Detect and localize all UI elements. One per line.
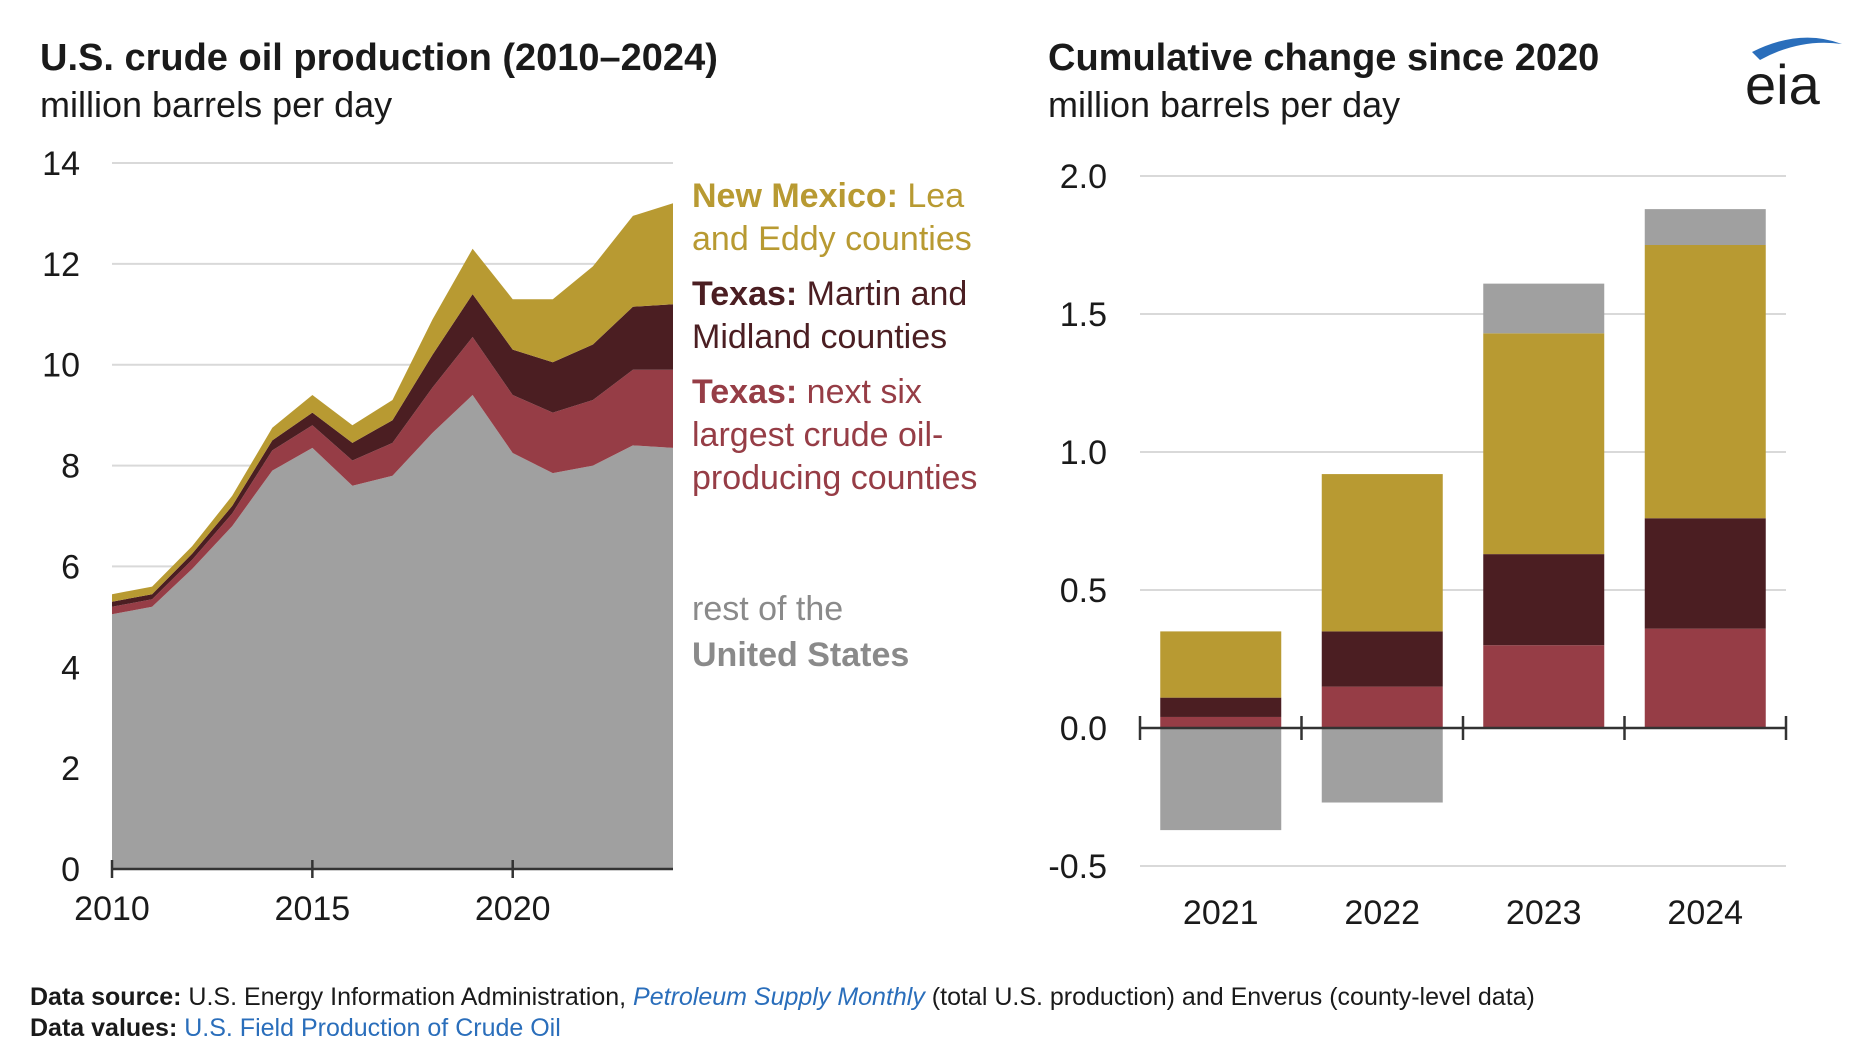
footer-source: Data source: U.S. Energy Information Adm… (30, 983, 1535, 1012)
legend-line: producing counties (692, 459, 977, 497)
bar-2024-lea-eddy (1644, 245, 1766, 519)
source-text-2: (total U.S. production) and Enverus (cou… (924, 983, 1535, 1011)
values-label: Data values: (30, 1014, 178, 1042)
petroleum-supply-monthly-link[interactable]: Petroleum Supply Monthly (633, 983, 925, 1011)
left-x-axis: 2010 2015 2020 (74, 860, 673, 928)
bar-2022-martin-midland (1321, 631, 1443, 687)
field-production-link[interactable]: U.S. Field Production of Crude Oil (177, 1014, 561, 1042)
legend-bold-label: Texas: (692, 373, 797, 411)
legend-label-text: next six (797, 373, 922, 411)
legend-line-bold: United States (692, 636, 909, 674)
left-x-tick-label: 2015 (275, 890, 351, 928)
legend-line: Texas: next six (692, 373, 922, 411)
area-rest (112, 395, 673, 869)
right-x-axis: 2021 2022 2023 2024 (1138, 716, 1788, 932)
bar-2024-rest (1644, 209, 1766, 245)
bar-2021-martin-midland (1160, 697, 1282, 717)
eia-logo: eia (1745, 37, 1842, 116)
right-y-tick-label: -0.5 (1048, 848, 1107, 886)
left-chart-title: U.S. crude oil production (2010–2024) (40, 37, 718, 79)
right-y-tick-label: 2.0 (1060, 158, 1107, 196)
bar-2023-next-six (1483, 645, 1605, 728)
right-y-tick-label: 0.5 (1060, 572, 1107, 610)
bar-2021-rest (1160, 728, 1282, 831)
legend: New Mexico: Lea and Eddy counties Texas: M… (692, 177, 977, 674)
right-y-tick-label: 0.0 (1060, 710, 1107, 748)
footer-values: Data values: U.S. Field Production of Cr… (30, 1014, 561, 1043)
legend-label-text: Martin and (797, 275, 967, 313)
left-y-tick-label: 8 (61, 448, 80, 486)
left-y-tick-label: 2 (61, 750, 80, 788)
source-text-1: U.S. Energy Information Administration, (181, 983, 634, 1011)
bar-2024-next-six (1644, 628, 1766, 728)
bar-2023-martin-midland (1483, 554, 1605, 646)
left-stacked-areas (112, 203, 673, 869)
legend-bold-label: Texas: (692, 275, 797, 313)
right-x-tick-label: 2024 (1667, 894, 1743, 932)
legend-line: New Mexico: Lea (692, 177, 964, 215)
bar-2021-next-six (1160, 716, 1282, 728)
right-y-tick-label: 1.0 (1060, 434, 1107, 472)
right-x-tick-label: 2022 (1344, 894, 1420, 932)
right-y-axis-ticks: -0.5 0.0 0.5 1.0 1.5 2.0 (1048, 158, 1107, 886)
left-y-tick-label: 4 (61, 649, 80, 687)
legend-line: and Eddy counties (692, 220, 972, 258)
bar-2023-lea-eddy (1483, 333, 1605, 555)
left-y-axis-ticks: 0 2 4 6 8 10 12 14 (42, 145, 80, 889)
eia-logo-text: eia (1745, 53, 1821, 116)
bar-2022-next-six (1321, 686, 1443, 728)
legend-line: largest crude oil- (692, 416, 943, 454)
legend-label-text: Lea (898, 177, 964, 215)
legend-line: rest of the (692, 590, 843, 628)
bar-2023-rest (1483, 283, 1605, 334)
area-next-six (112, 337, 673, 615)
legend-line: Midland counties (692, 318, 947, 356)
right-chart-title: Cumulative change since 2020 (1048, 37, 1599, 79)
left-y-tick-label: 10 (42, 347, 80, 385)
area-martin-midland (112, 294, 673, 607)
bar-2021-lea-eddy (1160, 631, 1282, 698)
legend-bold-label: New Mexico: (692, 177, 898, 215)
bar-2024-martin-midland (1644, 518, 1766, 629)
left-y-tick-label: 0 (61, 851, 80, 889)
area-lea-eddy (112, 203, 673, 602)
left-chart-subtitle: million barrels per day (40, 84, 392, 125)
left-x-tick-label: 2020 (475, 890, 551, 928)
bar-2022-rest (1321, 728, 1443, 803)
right-x-tick-label: 2023 (1506, 894, 1582, 932)
legend-line: Texas: Martin and (692, 275, 967, 313)
right-x-tick-label: 2021 (1183, 894, 1259, 932)
left-y-tick-label: 12 (42, 246, 80, 284)
eia-logo-swoosh (1752, 37, 1842, 60)
left-x-tick-label: 2010 (74, 890, 150, 928)
left-y-tick-label: 6 (61, 548, 80, 586)
right-chart-subtitle: million barrels per day (1048, 84, 1400, 125)
right-stacked-bars (1160, 209, 1766, 831)
bar-2022-lea-eddy (1321, 474, 1443, 632)
right-y-tick-label: 1.5 (1060, 296, 1107, 334)
left-y-tick-label: 14 (42, 145, 80, 183)
source-label: Data source: (30, 983, 182, 1011)
